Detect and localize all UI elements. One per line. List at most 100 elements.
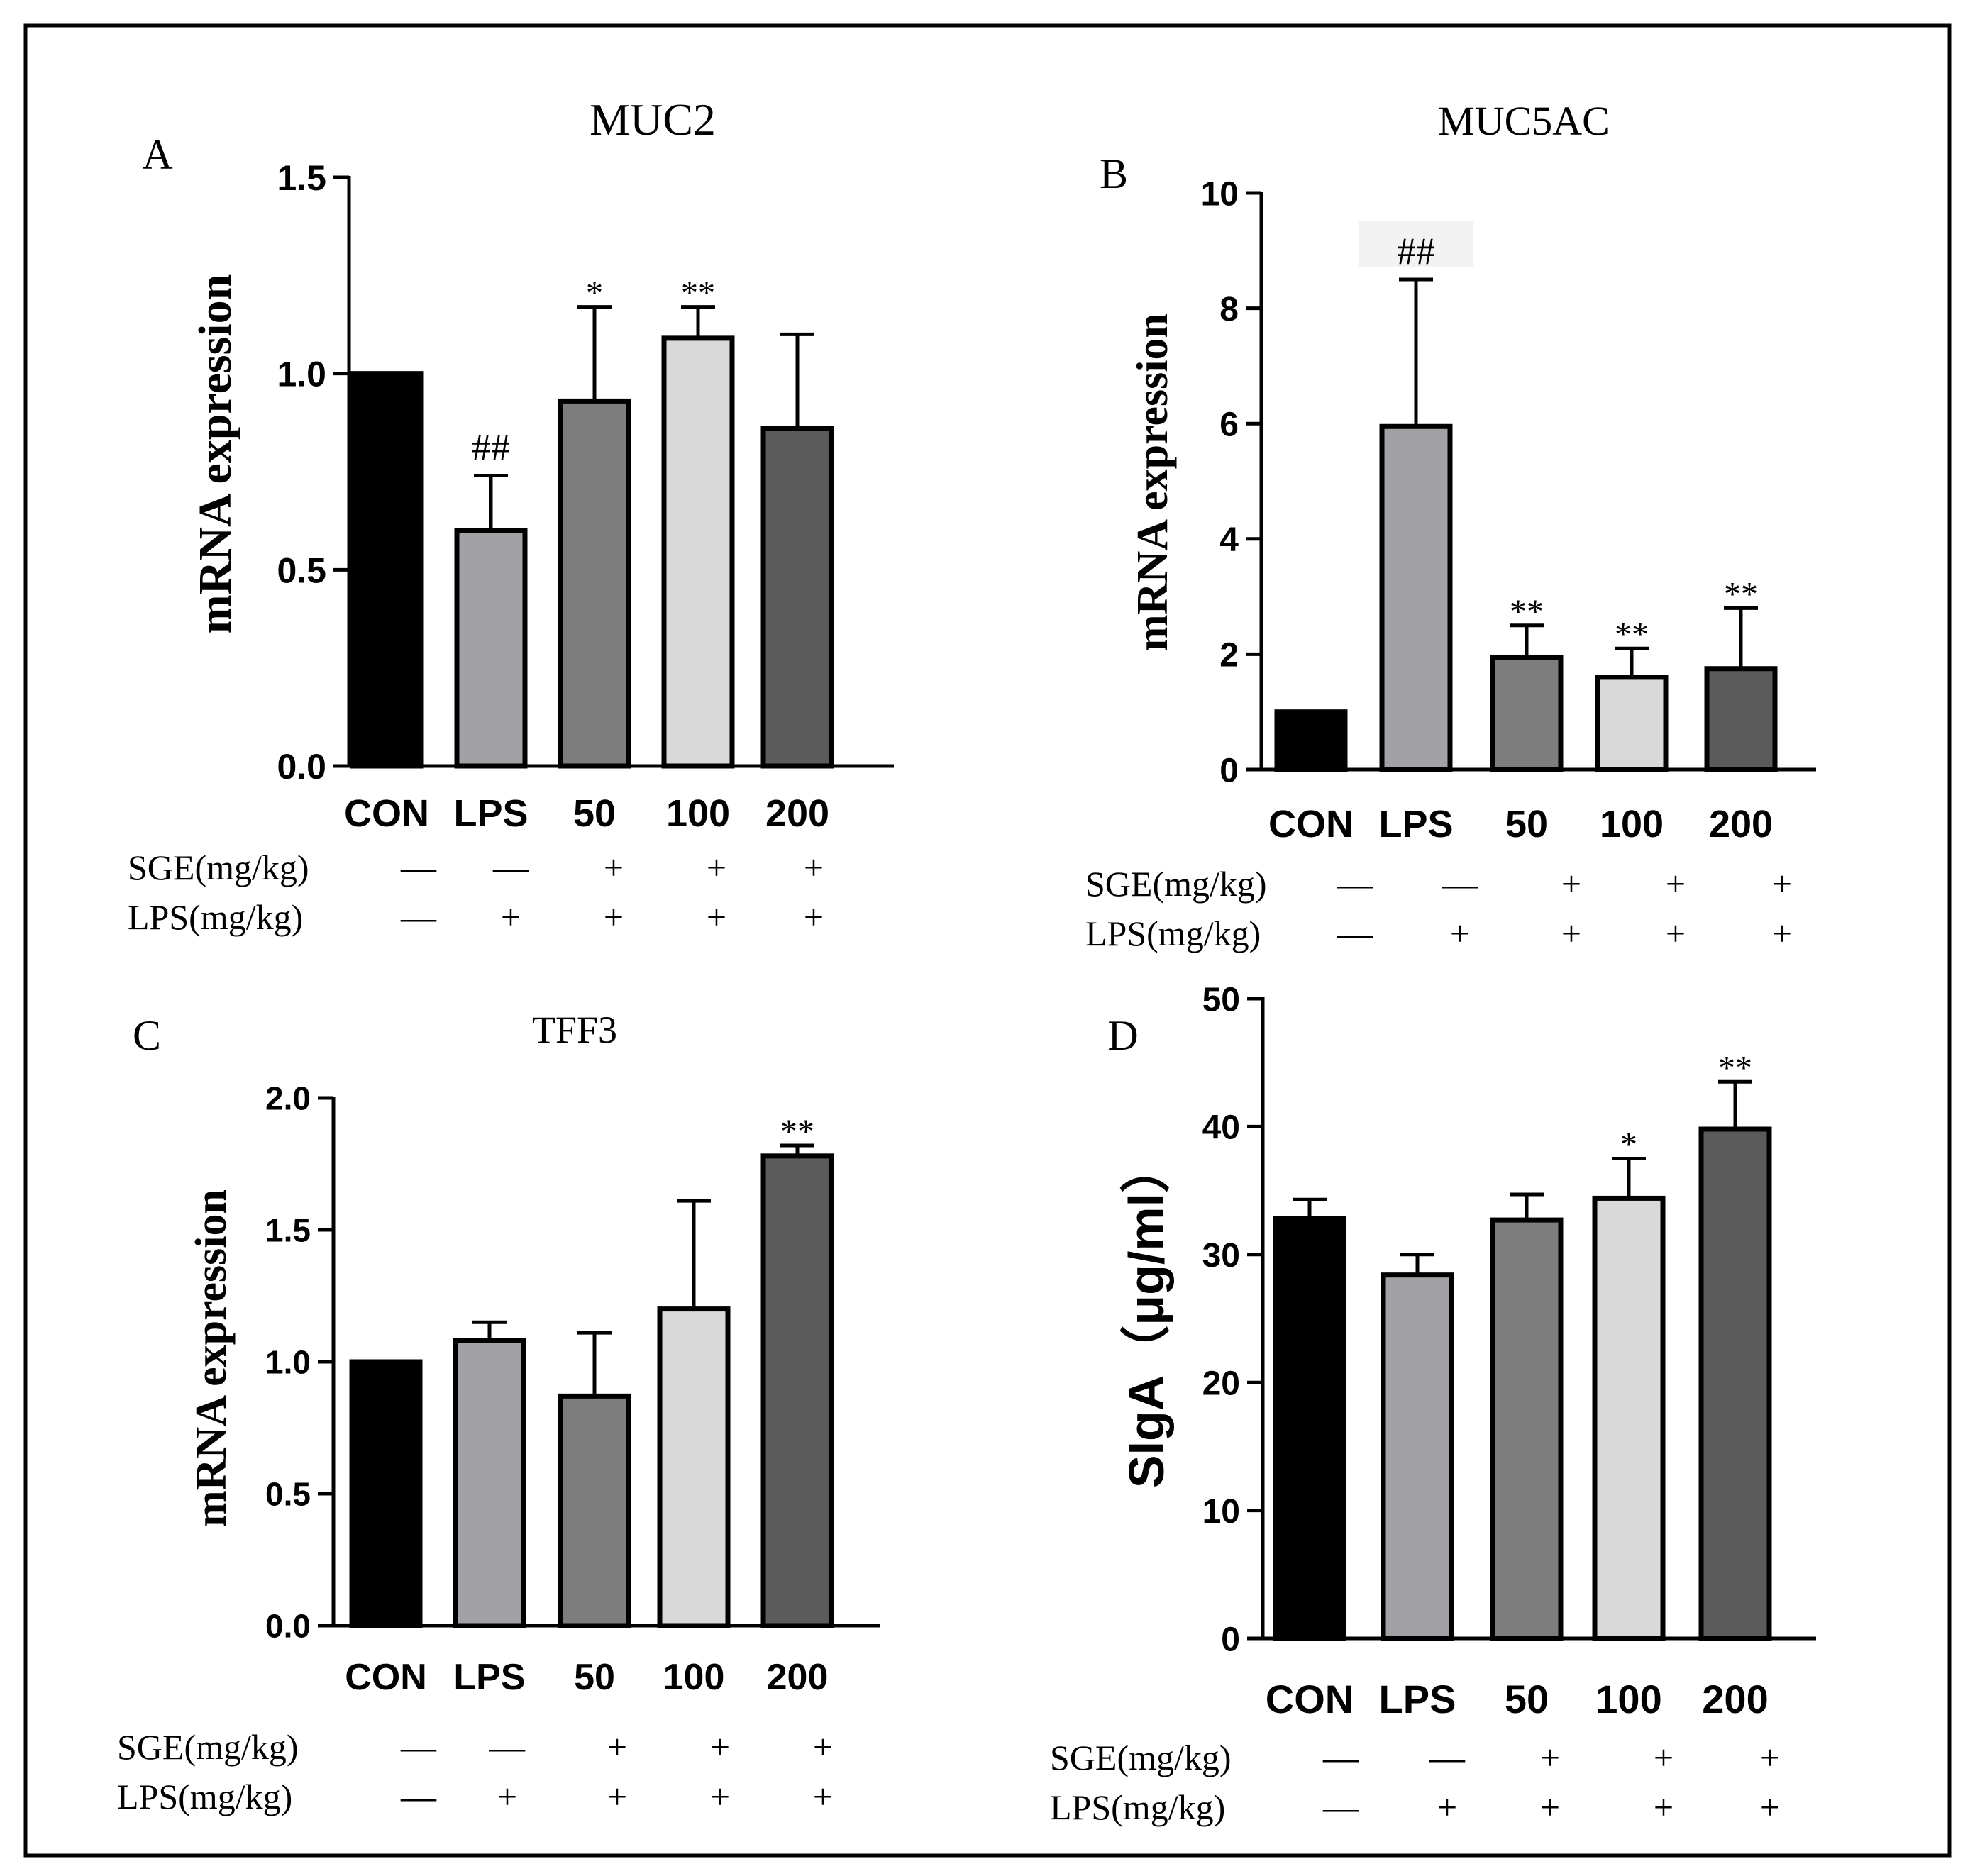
- bar-lps: [1379, 423, 1453, 772]
- category-label: 50: [573, 792, 616, 835]
- lps-sign: +: [1450, 914, 1470, 953]
- lps-row-label: LPS(mg/kg): [1085, 914, 1261, 953]
- sge-sign: —: [400, 1727, 437, 1767]
- bar-100: [1592, 1195, 1666, 1641]
- lps-sign: —: [400, 1777, 437, 1816]
- bar-200: [1704, 666, 1778, 772]
- lps-sign: +: [1437, 1787, 1457, 1827]
- y-axis-label: SIgA（μg/ml）: [1119, 1143, 1174, 1488]
- bar-200: [760, 426, 834, 769]
- category-label: 100: [1600, 803, 1664, 845]
- lps-sign: +: [813, 1777, 833, 1816]
- bar-50: [558, 1393, 631, 1628]
- chart-title: MUC5AC: [1438, 98, 1610, 144]
- sge-sign: +: [1772, 864, 1792, 904]
- significance-star: **: [1510, 593, 1544, 631]
- y-tick-label: 1.5: [277, 158, 326, 198]
- y-tick-label: 8: [1219, 291, 1239, 328]
- category-label: 50: [1505, 803, 1548, 845]
- bar-100: [1595, 675, 1669, 772]
- significance-star: **: [780, 1113, 814, 1150]
- panel-a: A MUC2 mRNA expression 0.0 0.5 1.0 1.5 CON — — ## L…: [128, 94, 894, 937]
- sge-sign: —: [1337, 864, 1373, 904]
- lps-sign: +: [804, 897, 824, 937]
- y-tick-label: 0.5: [265, 1476, 311, 1513]
- chart-title: MUC2: [590, 94, 716, 145]
- bar-con: [1273, 1216, 1346, 1641]
- significance-star: **: [681, 274, 715, 312]
- bar-lps: [1381, 1272, 1454, 1641]
- sge-sign: +: [1540, 1738, 1560, 1777]
- category-label: 200: [767, 1657, 829, 1698]
- sge-sign: —: [400, 848, 437, 887]
- sge-sign: +: [607, 1727, 627, 1767]
- y-axis-label: mRNA expression: [1129, 313, 1177, 651]
- lps-sign: —: [400, 897, 437, 937]
- sge-row-label: SGE(mg/kg): [117, 1727, 299, 1767]
- panel-letter: D: [1107, 1012, 1138, 1059]
- y-axis-label: mRNA expression: [189, 274, 241, 634]
- sge-sign: +: [710, 1727, 730, 1767]
- category-label: CON: [345, 1657, 427, 1698]
- bar-50: [1490, 1217, 1564, 1641]
- sge-sign: —: [1442, 864, 1478, 904]
- significance-hash: ##: [1397, 230, 1435, 272]
- sge-sign: +: [1760, 1738, 1780, 1777]
- y-axis-label: mRNA expression: [187, 1189, 236, 1527]
- sge-row-label: SGE(mg/kg): [1085, 864, 1267, 904]
- category-label: LPS: [453, 792, 528, 835]
- lps-sign: +: [710, 1777, 730, 1816]
- lps-sign: +: [1561, 914, 1581, 953]
- panel-letter: B: [1100, 150, 1128, 197]
- bar-lps: [453, 1338, 526, 1628]
- bar-100: [661, 335, 735, 769]
- y-tick-label: 1.0: [265, 1344, 311, 1381]
- sge-sign: +: [1561, 864, 1581, 904]
- category-label: LPS: [1379, 1677, 1456, 1721]
- category-label: 200: [1702, 1677, 1768, 1721]
- y-tick-label: 6: [1219, 406, 1239, 443]
- sge-sign: +: [804, 848, 824, 887]
- lps-sign: +: [1666, 914, 1686, 953]
- sge-sign: —: [489, 1727, 526, 1767]
- y-tick-label: 0.0: [265, 1608, 311, 1645]
- bar-con: [350, 371, 424, 769]
- category-label: LPS: [1378, 803, 1453, 845]
- significance-star: **: [1724, 575, 1758, 613]
- bar-50: [558, 398, 631, 769]
- bar-200: [1698, 1126, 1772, 1641]
- bar-50: [1490, 654, 1564, 772]
- lps-row-label: LPS(mg/kg): [128, 897, 303, 937]
- lps-sign: +: [604, 897, 624, 937]
- y-tick-label: 2.0: [265, 1080, 311, 1117]
- y-tick-label: 50: [1202, 981, 1240, 1019]
- category-label: LPS: [453, 1657, 525, 1698]
- sge-sign: +: [604, 848, 624, 887]
- sge-sign: —: [1429, 1738, 1466, 1777]
- sge-sign: +: [1666, 864, 1686, 904]
- category-label: 200: [765, 792, 829, 835]
- significance-hash: ##: [472, 426, 510, 469]
- lps-sign: +: [1772, 914, 1792, 953]
- chart-title: TFF3: [532, 1009, 617, 1051]
- bar-100: [657, 1306, 731, 1628]
- y-tick-label: 20: [1202, 1365, 1240, 1402]
- y-tick-label: 0.0: [277, 747, 326, 787]
- y-tick-label: 1.5: [265, 1212, 311, 1249]
- bar-200: [760, 1153, 834, 1628]
- sge-row-label: SGE(mg/kg): [1050, 1738, 1232, 1777]
- lps-sign: +: [1760, 1787, 1780, 1827]
- lps-sign: —: [1322, 1787, 1359, 1827]
- lps-sign: +: [1540, 1787, 1560, 1827]
- lps-sign: +: [1654, 1787, 1674, 1827]
- y-tick-label: 2: [1219, 637, 1239, 675]
- bar-lps: [454, 528, 528, 769]
- y-tick-label: 4: [1219, 521, 1239, 559]
- lps-sign: +: [501, 897, 521, 937]
- category-label: CON: [1268, 803, 1354, 845]
- y-tick-label: 1.0: [277, 355, 326, 394]
- sge-sign: —: [1322, 1738, 1359, 1777]
- sge-sign: +: [707, 848, 726, 887]
- category-label: CON: [1266, 1677, 1354, 1721]
